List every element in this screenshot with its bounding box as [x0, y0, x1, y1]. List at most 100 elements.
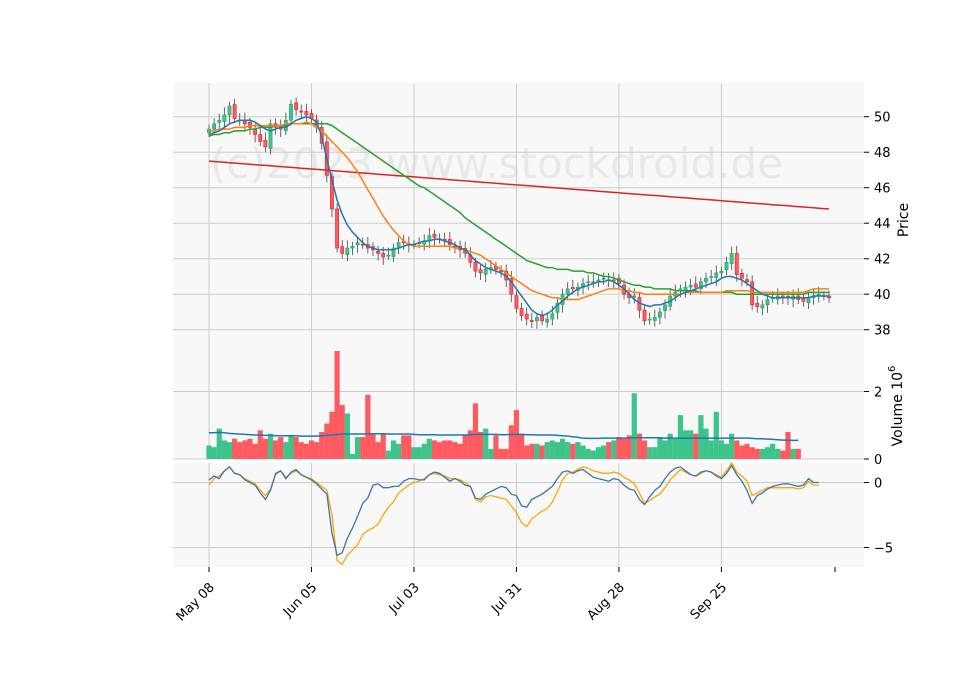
candle-body	[816, 293, 821, 296]
volume-bar	[288, 435, 294, 459]
candle-body	[745, 279, 749, 283]
volume-bar	[785, 432, 791, 459]
volume-bar	[421, 443, 427, 459]
candle-body	[663, 304, 667, 311]
candle-body	[632, 295, 637, 298]
y-tick-label: 50	[874, 111, 891, 126]
volume-bar	[559, 438, 566, 459]
candle-body	[658, 311, 662, 318]
candle-body	[289, 103, 293, 121]
candle-body	[519, 308, 524, 316]
candle-body	[529, 320, 534, 322]
x-tick-label: Aug 28	[585, 580, 628, 623]
volume-bar	[575, 442, 581, 459]
candle-body	[545, 318, 550, 323]
volume-bar	[431, 440, 438, 459]
y-tick-label: 48	[874, 146, 891, 161]
volume-bar	[324, 423, 330, 459]
candle-body	[540, 315, 544, 322]
candle-body	[222, 114, 227, 122]
volume-bar	[600, 445, 607, 459]
candle-body	[294, 102, 299, 110]
candle-body	[535, 316, 539, 322]
candle-body	[734, 253, 739, 275]
volume-bar	[544, 442, 550, 459]
candle-body	[709, 276, 714, 278]
volume-bar	[360, 437, 366, 459]
volume-bar	[247, 438, 253, 459]
ma-long-line	[208, 160, 830, 210]
volume-bar	[606, 442, 612, 459]
volume-bar	[493, 435, 499, 459]
candle-body	[478, 269, 483, 274]
x-tick-label: May 08	[174, 580, 218, 624]
volume-bar	[641, 440, 648, 459]
candle-body	[524, 313, 529, 320]
volume-bar	[749, 447, 755, 459]
volume-bar	[262, 438, 268, 459]
candle-body	[683, 286, 688, 291]
candle-body	[232, 104, 237, 119]
volume-ma-line	[209, 431, 799, 442]
volume-bar	[580, 445, 586, 459]
volume-bar	[734, 440, 740, 459]
volume-bar	[436, 442, 443, 459]
volume-bar	[472, 403, 479, 459]
candle-body	[227, 105, 232, 116]
volume-bar	[718, 440, 724, 459]
volume-bar	[498, 448, 504, 459]
volume-bar	[739, 445, 745, 459]
ma-fast-line	[208, 115, 829, 317]
candle-body	[217, 119, 222, 123]
candle-body	[555, 302, 560, 313]
volume-bar	[616, 437, 622, 459]
candle-body	[514, 295, 519, 309]
candle-body	[381, 253, 386, 258]
volume-bar	[790, 448, 796, 459]
volume-bar	[554, 442, 561, 459]
candle-body	[729, 253, 734, 264]
volume-bar	[370, 433, 376, 459]
volume-bar	[339, 405, 345, 459]
volume-bar	[524, 445, 530, 459]
y-tick-label: 46	[874, 182, 891, 197]
oscillator-panel-background	[173, 463, 864, 567]
y-tick-label: 44	[874, 217, 891, 232]
volume-bar	[462, 435, 468, 459]
x-tick-label: Jun 05	[280, 580, 320, 620]
candle-body	[739, 272, 744, 279]
volume-bar	[334, 351, 340, 459]
volume-bar	[314, 442, 320, 459]
volume-bar	[211, 447, 217, 459]
candle-body	[263, 139, 268, 148]
candle-body	[714, 272, 719, 279]
volume-bar	[273, 440, 279, 459]
volume-bar	[447, 440, 453, 459]
volume-bar	[406, 435, 412, 459]
volume-bar	[232, 438, 238, 459]
volume-bar	[308, 440, 315, 459]
candle-body	[565, 288, 570, 295]
volume-bar	[365, 394, 371, 459]
candle-body	[391, 247, 396, 257]
x-tick-label: Jul 03	[386, 580, 423, 617]
candle-body	[755, 303, 760, 307]
volume-bar	[442, 440, 448, 459]
candle-body	[473, 261, 478, 272]
volume-bar	[401, 435, 407, 459]
candle-body	[693, 283, 698, 288]
y-tick-label: 42	[874, 253, 891, 268]
y-tick-label: −5	[874, 542, 893, 557]
y-tick-label: 0	[874, 477, 882, 492]
candle-body	[268, 123, 273, 149]
candle-body	[750, 281, 755, 306]
volume-bar	[298, 442, 304, 459]
volume-bar	[477, 432, 484, 459]
volume-bar	[457, 443, 463, 459]
volume-bar	[503, 448, 509, 459]
volume-bar	[534, 443, 540, 459]
volume-bar	[390, 440, 397, 459]
volume-bar	[780, 450, 786, 459]
volume-bar	[303, 443, 309, 459]
